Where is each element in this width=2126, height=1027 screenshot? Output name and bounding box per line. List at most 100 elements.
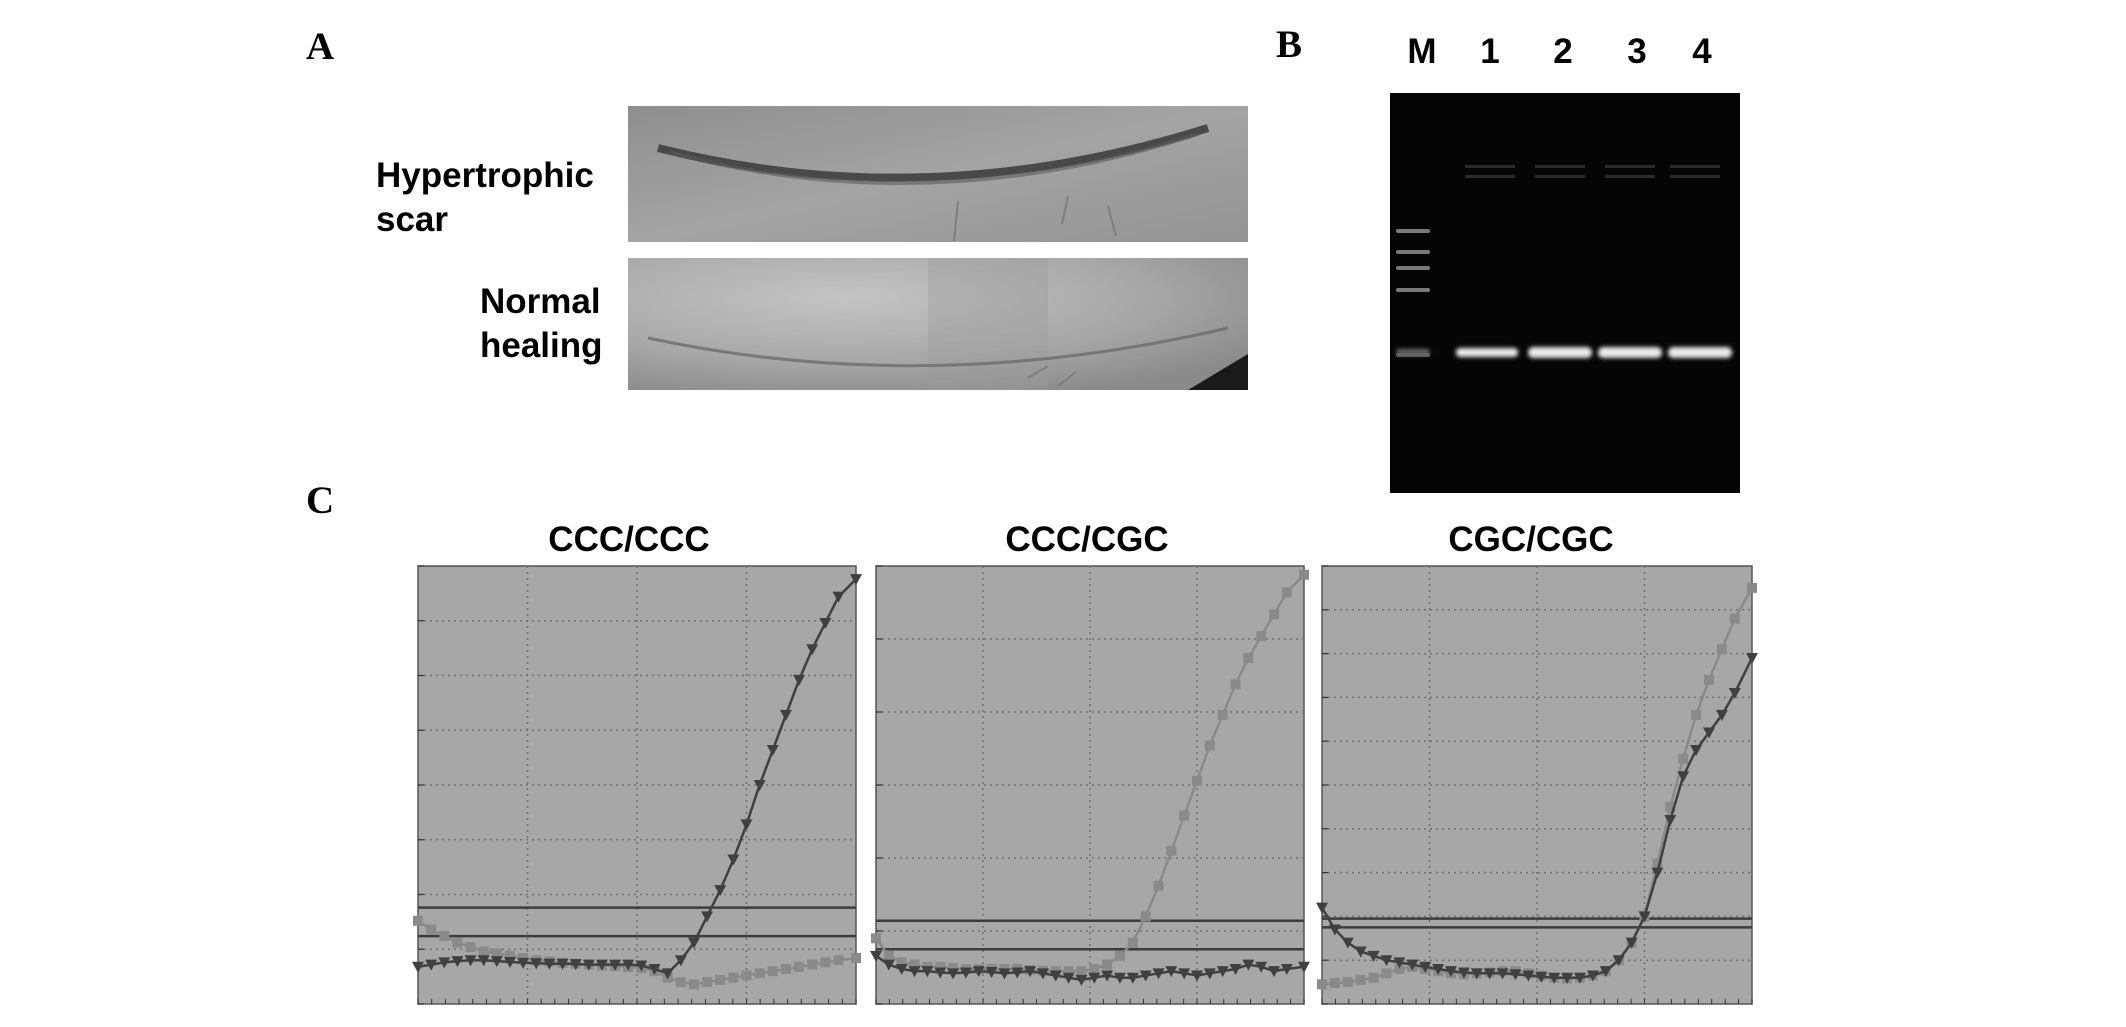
data-point-square — [1394, 963, 1405, 974]
data-point-triangle — [832, 591, 845, 603]
faint-band — [1465, 165, 1515, 168]
data-point-triangle — [793, 674, 806, 686]
data-point-square — [1747, 582, 1757, 593]
lane-label-1: 1 — [1480, 32, 1500, 71]
data-point-triangle — [1255, 961, 1268, 973]
data-point-square — [871, 933, 881, 944]
data-point-triangle — [1088, 972, 1101, 984]
data-point-square — [1317, 979, 1327, 990]
data-point-square — [741, 970, 752, 981]
data-point-triangle — [806, 644, 819, 656]
data-point-triangle — [438, 957, 451, 969]
data-point-square — [1665, 801, 1676, 812]
faint-band — [1535, 175, 1585, 178]
data-point-triangle — [1574, 972, 1586, 984]
data-point-square — [1076, 966, 1087, 977]
faint-band — [1465, 175, 1515, 178]
data-point-triangle — [477, 955, 490, 967]
data-point-triangle — [1561, 972, 1574, 984]
data-point-triangle — [425, 959, 438, 971]
data-point-triangle — [451, 956, 464, 968]
data-point-triangle — [1483, 968, 1496, 980]
data-point-triangle — [1062, 972, 1075, 984]
data-point-triangle — [1341, 937, 1354, 949]
data-point-square — [1678, 753, 1689, 764]
lane-label-2: 2 — [1553, 32, 1573, 71]
data-point-triangle — [1024, 966, 1037, 978]
marker-band — [1396, 250, 1430, 254]
data-point-square — [1704, 674, 1714, 685]
data-point-square — [1299, 569, 1309, 580]
data-point-triangle — [1746, 652, 1758, 664]
data-point-square — [1342, 977, 1353, 988]
data-point-square — [675, 977, 686, 988]
data-point-triangle — [1011, 967, 1024, 979]
data-point-square — [1368, 972, 1379, 983]
marker-band — [1396, 266, 1430, 270]
faint-band — [1605, 165, 1655, 168]
panel-c-letter: C — [306, 479, 335, 522]
amplification-chart-ccc-cgc — [870, 565, 1310, 1005]
data-point-triangle — [609, 959, 622, 971]
data-point-triangle — [1690, 744, 1703, 756]
data-point-square — [491, 948, 502, 959]
data-point-square — [1179, 810, 1190, 821]
data-point-square — [1729, 613, 1740, 624]
data-point-triangle — [517, 957, 530, 969]
data-point-triangle — [882, 959, 895, 971]
data-point-triangle — [934, 967, 947, 979]
data-point-square — [948, 963, 959, 974]
data-point-triangle — [1509, 969, 1522, 981]
data-point-triangle — [1703, 727, 1715, 739]
data-point-square — [1716, 644, 1727, 655]
data-point-triangle — [972, 966, 985, 978]
series-line-1 — [1321, 587, 1754, 986]
chart-title-ccc-cgc: CCC/CGC — [1005, 520, 1169, 559]
gel-drawing — [1396, 165, 1732, 358]
data-point-square — [833, 955, 844, 966]
data-point-triangle — [908, 966, 921, 978]
sample-band-4 — [1668, 347, 1732, 358]
data-point-square — [780, 963, 791, 974]
data-point-square — [1355, 974, 1366, 985]
data-point-square — [1256, 631, 1267, 642]
data-point-triangle — [1586, 970, 1599, 982]
hypertrophic-scar-label: Hypertrophic scar — [354, 154, 614, 242]
data-point-square — [820, 957, 831, 968]
data-point-square — [504, 950, 515, 961]
panel-a-letter: A — [306, 25, 335, 68]
normal-healing-label: Normal healing — [354, 280, 614, 368]
data-point-triangle — [1203, 968, 1216, 980]
data-point-square — [909, 959, 920, 970]
data-point-triangle — [1268, 966, 1281, 978]
data-point-triangle — [582, 959, 595, 971]
data-point-triangle — [1354, 946, 1367, 958]
data-point-triangle — [850, 574, 862, 586]
data-point-triangle — [1380, 955, 1393, 967]
data-point-triangle — [674, 955, 687, 967]
faint-band — [1605, 175, 1655, 178]
data-point-square — [1089, 963, 1100, 974]
data-point-triangle — [1522, 970, 1535, 982]
data-point-triangle — [1316, 902, 1328, 914]
data-point-triangle — [1036, 968, 1049, 980]
marker-band — [1396, 229, 1430, 233]
data-point-square — [1230, 679, 1241, 690]
data-point-triangle — [1216, 966, 1229, 978]
data-point-square — [1217, 709, 1228, 720]
data-point-square — [1192, 775, 1202, 786]
data-point-triangle — [648, 963, 661, 975]
data-point-square — [715, 974, 726, 985]
data-point-triangle — [1535, 971, 1548, 983]
data-point-triangle — [1638, 911, 1651, 923]
data-point-triangle — [1280, 963, 1293, 975]
data-point-square — [794, 961, 805, 972]
faint-bands — [1465, 165, 1720, 178]
data-point-square — [1269, 609, 1280, 620]
data-point-triangle — [1229, 963, 1242, 975]
data-point-square — [1140, 911, 1151, 922]
marker-band — [1396, 288, 1430, 292]
lane-label-4: 4 — [1692, 32, 1712, 71]
data-point-square — [439, 931, 450, 942]
data-point-triangle — [701, 911, 714, 923]
